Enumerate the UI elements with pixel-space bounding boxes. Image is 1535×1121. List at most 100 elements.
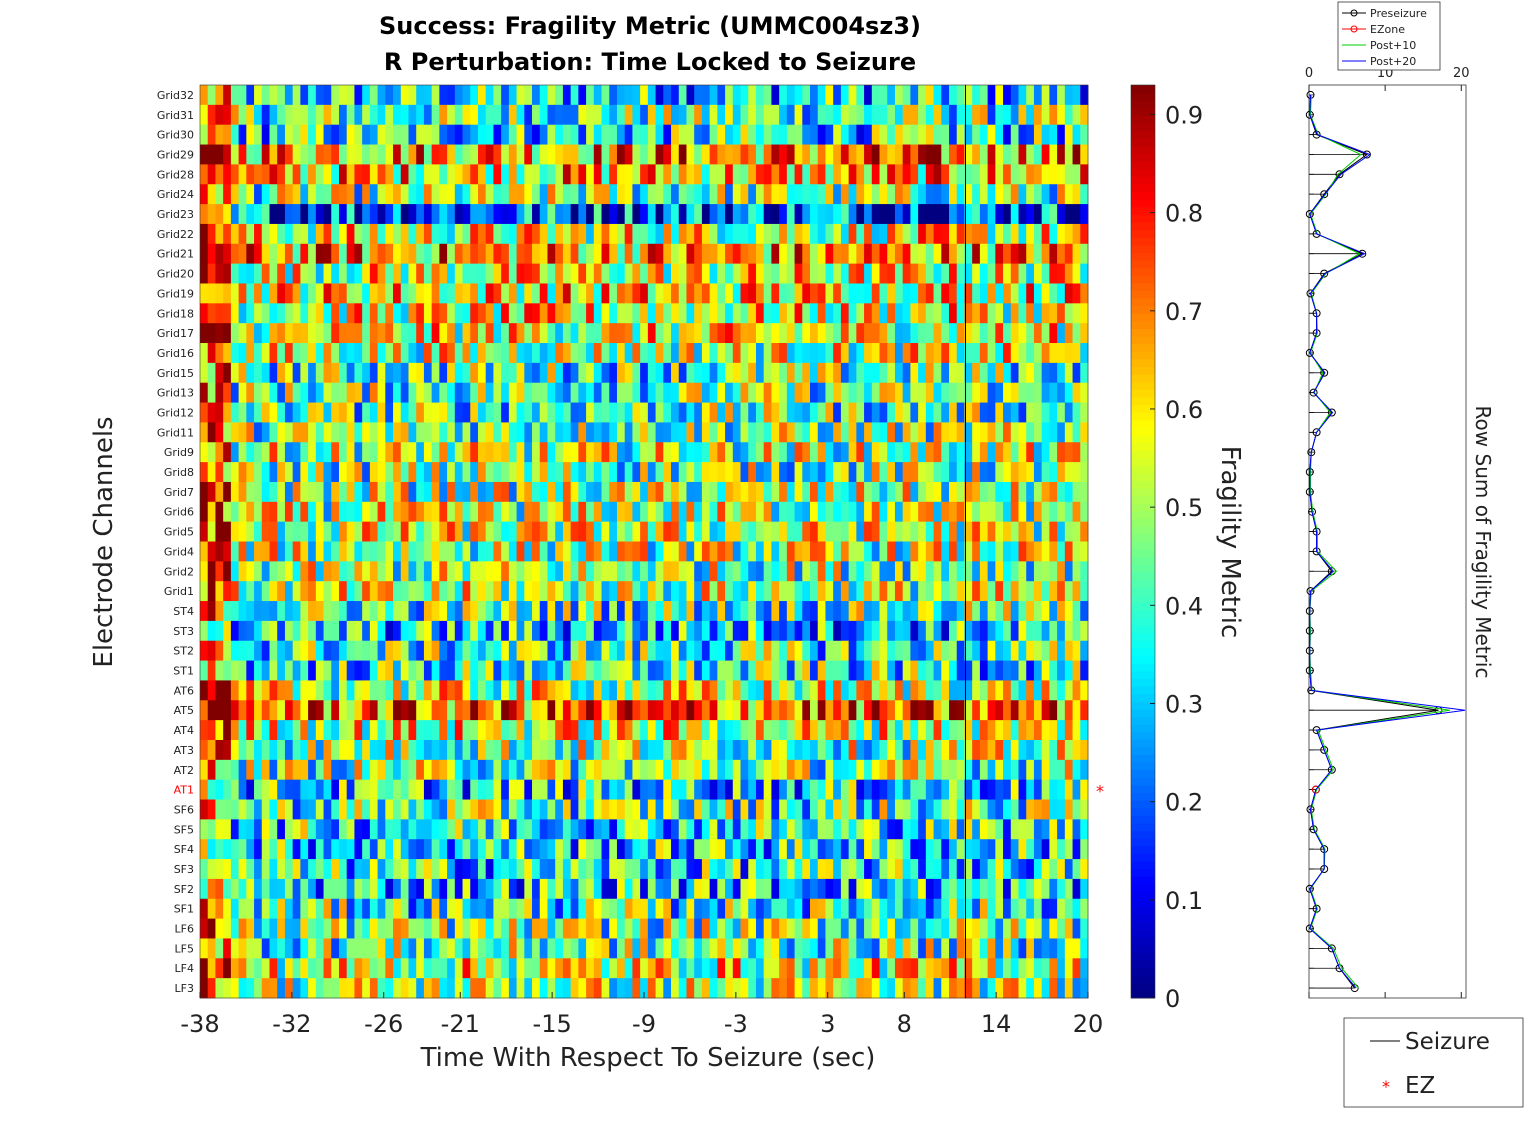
heatmap-cell [269,85,278,106]
heatmap-cell [1041,898,1050,920]
heatmap-cell [694,204,703,225]
heatmap-cell [840,481,850,503]
heatmap-cell [894,85,904,106]
heatmap-cell [215,640,224,661]
heatmap-cell [694,124,703,145]
heatmap-cell [516,501,525,523]
heatmap-cell [902,620,911,642]
heatmap-cell [879,462,888,483]
heatmap-cell [369,620,378,642]
heatmap-cell [655,859,664,880]
heatmap-cell [616,283,626,304]
heatmap-cell [393,382,402,403]
heatmap-cell [786,819,795,840]
heatmap-cell [609,541,618,562]
heatmap-cell [416,501,425,523]
heatmap-cell [1064,759,1073,781]
heatmap-cell [779,581,788,602]
heatmap-cell [1080,343,1089,364]
heatmap-cell [771,283,780,304]
heatmap-cell [987,263,996,284]
heatmap-cell [825,223,834,245]
heatmap-cell [701,362,711,384]
heatmap-cell [632,819,641,840]
heatmap-cell [786,263,795,284]
heatmap-cell [586,243,595,265]
heatmap-cell [215,144,224,165]
heatmap-cell [755,462,765,483]
heatmap-cell [655,640,664,661]
heatmap-cell [539,680,548,701]
heatmap-cell [624,640,633,661]
heatmap-cell [377,620,386,642]
heatmap-cell [624,799,633,820]
heatmap-cell [331,144,340,165]
heatmap-cell [508,739,517,761]
heatmap-cell [447,462,456,483]
heatmap-cell [393,799,402,820]
heatmap-cell [647,362,656,384]
heatmap-cell [238,442,247,463]
heatmap-cell [493,680,502,701]
heatmap-cell [338,144,348,165]
heatmap-cell [640,839,649,860]
heatmap-cell [532,720,541,741]
heatmap-cell [377,402,386,423]
heatmap-cell [400,343,409,364]
heatmap-cell [949,521,958,542]
heatmap-cell [732,581,741,602]
heatmap-cell [740,859,749,880]
heatmap-cell [200,561,209,582]
heatmap-cell [601,343,610,364]
heatmap-cell [254,343,263,364]
heatmap-cell [200,124,209,145]
heatmap-cell [277,521,286,542]
heatmap-cell [632,442,641,463]
heatmap-cell [562,700,572,721]
heatmap-cell [678,402,687,423]
heatmap-cell [918,362,927,384]
heatmap-cell [532,85,541,106]
heatmap-cell [686,184,695,205]
heatmap-cell [902,918,911,939]
heatmap-cell [632,104,641,126]
heatmap-cell [701,501,711,523]
heatmap-cell [987,561,996,582]
heatmap-cell [871,561,880,582]
heatmap-cell [254,620,263,642]
heatmap-cell [439,184,448,205]
heatmap-cell [447,680,456,701]
heatmap-cell [586,938,595,959]
heatmap-cell [562,799,572,820]
heatmap-cell [1033,680,1043,701]
heatmap-cell [732,799,741,820]
heatmap-cell [647,839,656,860]
heatmap-cell [447,839,456,860]
heatmap-cell [763,581,772,602]
heatmap-cell [1072,739,1081,761]
heatmap-cell [277,442,286,463]
heatmap-cell [292,680,301,701]
heatmap-cell [516,144,525,165]
heatmap-cell [1064,104,1073,126]
heatmap-cell [323,283,332,304]
heatmap-cell [771,303,780,324]
heatmap-cell [1057,144,1066,165]
heatmap-cell [663,541,672,562]
heatmap-cell [362,859,371,880]
heatmap-cell [647,799,656,820]
heatmap-cell [1026,839,1035,860]
heatmap-cell [979,223,989,245]
heatmap-cell [308,422,317,443]
heatmap-cell [1064,85,1073,106]
heatmap-cell [671,104,680,126]
heatmap-cell [671,859,680,880]
heatmap-cell [593,918,602,939]
heatmap-cell [292,660,301,681]
heatmap-cell [586,859,595,880]
heatmap-cell [979,303,989,324]
heatmap-cell [1072,501,1081,523]
heatmap-cell [1072,779,1081,800]
heatmap-cell [1010,859,1019,880]
heatmap-cell [508,462,517,483]
